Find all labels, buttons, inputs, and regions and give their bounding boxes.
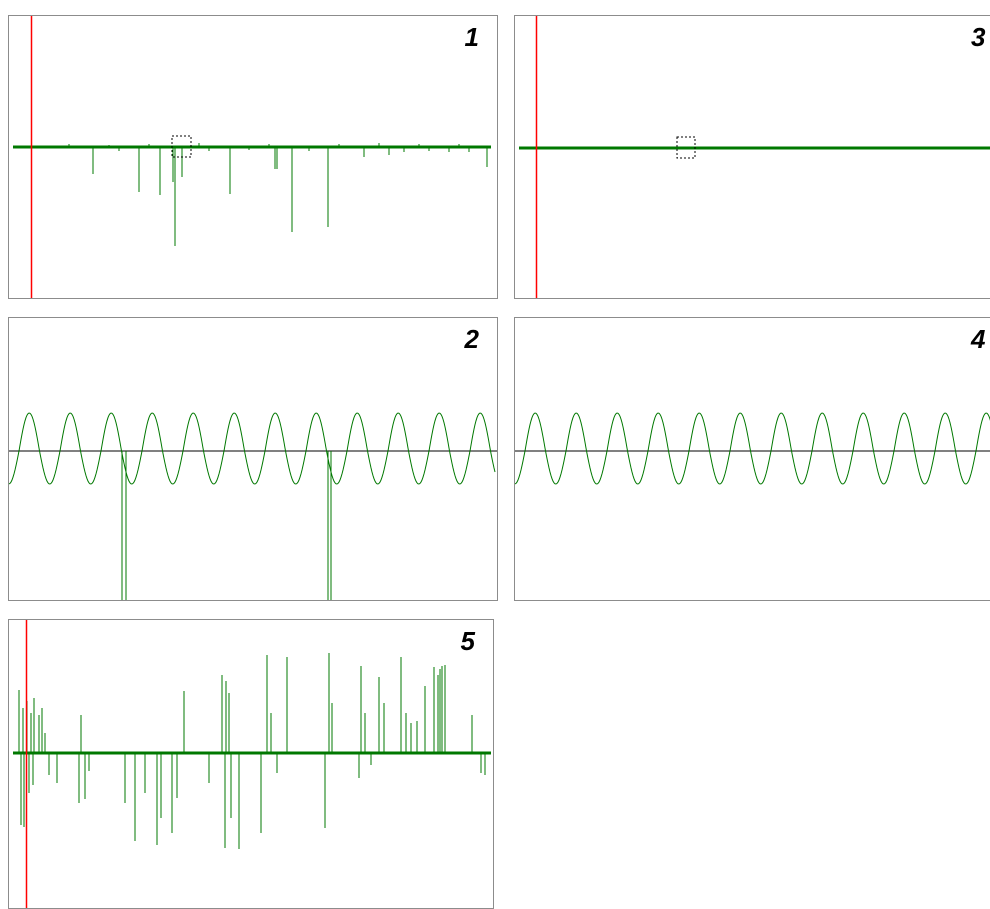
panel-number-5: 5 [460,626,475,656]
selection-box [171,135,192,158]
signal-spikes [20,753,486,849]
selection-box [676,136,696,159]
signal-trace [515,412,990,485]
signal-plot-1[interactable] [9,16,498,299]
signal-plot-2[interactable] [9,318,498,601]
signal-panel-2[interactable]: 2 [8,317,498,601]
panel-number-1: 1 [464,22,479,52]
signal-panel-3[interactable]: 3 [514,15,990,299]
signal-spikes [92,147,488,246]
signal-trace [9,412,496,485]
panel-number-2: 2 [464,324,479,354]
signal-panel-4[interactable]: 4 [514,317,990,601]
signal-panel-1[interactable]: 1 [8,15,498,299]
panel-number-3: 3 [971,22,986,52]
signal-spikes [18,653,473,753]
signal-plot-5[interactable] [9,620,494,909]
signal-plot-3[interactable] [515,16,990,299]
signal-plot-4[interactable] [515,318,990,601]
signal-spikes [68,143,460,147]
panel-number-4: 4 [971,324,986,354]
signal-spikes [121,451,332,600]
signal-panel-5[interactable]: 5 [8,619,494,909]
